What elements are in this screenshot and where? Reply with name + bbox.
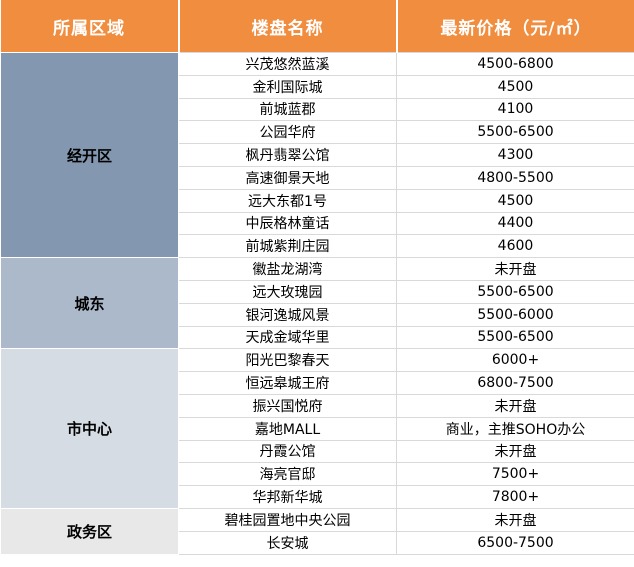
property-name-cell: 恒远皋城王府 bbox=[178, 371, 397, 395]
price-cell: 4500 bbox=[396, 74, 634, 99]
property-name-cell: 丹霞公馆 bbox=[178, 439, 397, 464]
district-cell: 政务区 bbox=[0, 507, 179, 555]
property-name-cell: 嘉地MALL bbox=[178, 416, 397, 441]
table-row: 中辰格林童话 4400 bbox=[1, 211, 634, 236]
property-name-cell: 天成金域华里 bbox=[178, 325, 397, 350]
price-cell: 5500-6500 bbox=[396, 325, 634, 350]
table-header: 所属区域 楼盘名称 最新价格（元/㎡） bbox=[0, 0, 634, 53]
price-cell: 5500-6500 bbox=[396, 120, 634, 145]
price-cell: 4300 bbox=[396, 143, 634, 167]
property-name-cell: 高速御景天地 bbox=[178, 165, 397, 190]
price-cell: 未开盘 bbox=[396, 439, 634, 464]
property-name-cell: 兴茂悠然蓝溪 bbox=[178, 52, 397, 76]
table-row: 华邦新华城 7800+ bbox=[1, 485, 634, 509]
property-name-cell: 碧桂园置地中央公园 bbox=[178, 507, 397, 532]
price-cell: 4600 bbox=[396, 234, 634, 259]
table-row: 远大玫瑰园 5500-6500 bbox=[1, 279, 634, 304]
table-row: 市中心 阳光巴黎春天 6000+ bbox=[0, 348, 634, 509]
property-name-cell: 公园华府 bbox=[178, 120, 397, 145]
header-row: 所属区域 楼盘名称 最新价格（元/㎡） bbox=[0, 0, 634, 53]
price-cell: 6800-7500 bbox=[396, 371, 634, 395]
price-cell: 商业，主推SOHO办公 bbox=[396, 416, 634, 441]
district-cell: 城东 bbox=[0, 257, 179, 350]
price-cell: 4400 bbox=[396, 211, 634, 236]
property-name-cell: 远大东都1号 bbox=[178, 188, 397, 213]
header-latest-price: 最新价格（元/㎡） bbox=[396, 0, 634, 53]
header-property-name: 楼盘名称 bbox=[178, 0, 398, 53]
price-table: 所属区域 楼盘名称 最新价格（元/㎡） 经开区 兴茂悠然蓝溪 4500-6800 金利… bbox=[0, 0, 634, 555]
district-cell: 经开区 bbox=[0, 51, 179, 259]
table-row: 银河逸城风景 5500-6000 bbox=[1, 302, 634, 327]
table-body: 经开区 兴茂悠然蓝溪 4500-6800 金利国际城 4500 前城蓝郡 4100 公园华府 5… bbox=[0, 51, 634, 555]
property-name-cell: 枫丹翡翠公馆 bbox=[178, 143, 397, 167]
table-row: 前城紫荆庄园 4600 bbox=[1, 234, 634, 259]
price-cell: 7800+ bbox=[396, 485, 634, 509]
property-name-cell: 阳光巴黎春天 bbox=[178, 348, 397, 373]
table-row: 经开区 兴茂悠然蓝溪 4500-6800 bbox=[0, 51, 634, 259]
price-cell: 4500-6800 bbox=[396, 52, 634, 76]
table-row: 天成金域华里 5500-6500 bbox=[1, 325, 634, 350]
table-row: 公园华府 5500-6500 bbox=[1, 120, 634, 145]
price-cell: 未开盘 bbox=[396, 257, 634, 281]
table-row: 高速御景天地 4800-5500 bbox=[1, 165, 634, 190]
price-cell: 6000+ bbox=[396, 348, 634, 373]
table-row: 振兴国悦府 未开盘 bbox=[1, 393, 634, 418]
property-name-cell: 华邦新华城 bbox=[178, 485, 397, 509]
table-row: 政务区 碧桂园置地中央公园 未开盘 bbox=[0, 507, 634, 555]
price-cell: 6500-7500 bbox=[396, 530, 634, 555]
property-name-cell: 前城紫荆庄园 bbox=[178, 234, 397, 259]
price-cell: 5500-6000 bbox=[396, 302, 634, 327]
property-name-cell: 徽盐龙湖湾 bbox=[178, 257, 397, 281]
property-name-cell: 银河逸城风景 bbox=[178, 302, 397, 327]
price-cell: 4100 bbox=[396, 97, 634, 122]
property-name-cell: 前城蓝郡 bbox=[178, 97, 397, 122]
table-row: 长安城 6500-7500 bbox=[1, 530, 634, 555]
price-cell: 4500 bbox=[396, 188, 634, 213]
table-row: 城东 徽盐龙湖湾 未开盘 bbox=[0, 257, 634, 350]
header-district: 所属区域 bbox=[0, 0, 180, 53]
price-cell: 未开盘 bbox=[396, 507, 634, 532]
property-name-cell: 海亮官邸 bbox=[178, 462, 397, 487]
property-name-cell: 中辰格林童话 bbox=[178, 211, 397, 236]
property-name-cell: 长安城 bbox=[178, 530, 397, 555]
price-cell: 7500+ bbox=[396, 462, 634, 487]
price-cell: 未开盘 bbox=[396, 393, 634, 418]
price-cell: 4800-5500 bbox=[396, 165, 634, 190]
property-name-cell: 金利国际城 bbox=[178, 74, 397, 99]
price-cell: 5500-6500 bbox=[396, 279, 634, 304]
property-name-cell: 远大玫瑰园 bbox=[178, 279, 397, 304]
district-cell: 市中心 bbox=[0, 348, 179, 509]
property-name-cell: 振兴国悦府 bbox=[178, 393, 397, 418]
